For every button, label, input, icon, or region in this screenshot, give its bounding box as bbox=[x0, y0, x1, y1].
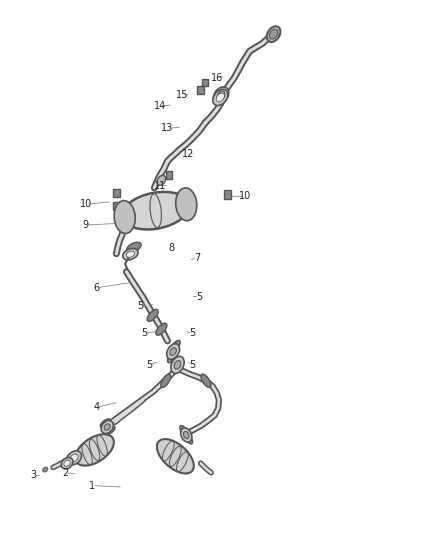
Ellipse shape bbox=[127, 242, 141, 253]
Ellipse shape bbox=[43, 467, 48, 472]
Ellipse shape bbox=[75, 434, 114, 466]
FancyBboxPatch shape bbox=[166, 171, 172, 179]
Text: 5: 5 bbox=[190, 360, 196, 370]
Ellipse shape bbox=[269, 29, 278, 39]
Ellipse shape bbox=[61, 457, 73, 469]
Ellipse shape bbox=[105, 426, 115, 435]
Ellipse shape bbox=[267, 26, 280, 42]
Ellipse shape bbox=[174, 360, 181, 369]
Ellipse shape bbox=[122, 192, 189, 230]
Ellipse shape bbox=[180, 428, 192, 442]
FancyBboxPatch shape bbox=[113, 189, 120, 197]
Text: 1: 1 bbox=[89, 481, 95, 490]
Text: 6: 6 bbox=[94, 283, 100, 293]
Ellipse shape bbox=[214, 87, 229, 104]
Ellipse shape bbox=[184, 432, 193, 444]
Text: 14: 14 bbox=[154, 101, 166, 111]
Text: 8: 8 bbox=[168, 243, 174, 253]
Text: 13: 13 bbox=[160, 123, 173, 133]
Ellipse shape bbox=[161, 374, 171, 387]
Ellipse shape bbox=[123, 248, 138, 260]
Ellipse shape bbox=[180, 425, 188, 437]
Ellipse shape bbox=[104, 424, 110, 430]
Ellipse shape bbox=[217, 91, 225, 100]
Ellipse shape bbox=[216, 93, 224, 102]
Ellipse shape bbox=[101, 421, 113, 433]
Text: 5: 5 bbox=[141, 328, 148, 338]
Text: 5: 5 bbox=[196, 292, 202, 302]
Text: 5: 5 bbox=[190, 328, 196, 338]
Text: 16: 16 bbox=[211, 73, 223, 83]
FancyBboxPatch shape bbox=[224, 190, 231, 199]
Ellipse shape bbox=[70, 454, 78, 462]
Ellipse shape bbox=[64, 460, 70, 466]
Ellipse shape bbox=[171, 356, 184, 374]
Text: 12: 12 bbox=[182, 149, 194, 159]
Ellipse shape bbox=[167, 351, 177, 363]
Ellipse shape bbox=[213, 90, 228, 106]
FancyBboxPatch shape bbox=[197, 86, 204, 94]
Text: 15: 15 bbox=[176, 90, 188, 100]
Text: 7: 7 bbox=[194, 253, 200, 263]
Text: 11: 11 bbox=[154, 181, 166, 191]
Ellipse shape bbox=[157, 175, 166, 185]
Ellipse shape bbox=[170, 341, 180, 352]
Ellipse shape bbox=[201, 374, 211, 387]
Ellipse shape bbox=[184, 431, 189, 439]
Text: 5: 5 bbox=[146, 360, 152, 370]
Text: 5: 5 bbox=[137, 301, 144, 311]
Text: 9: 9 bbox=[83, 220, 89, 230]
Ellipse shape bbox=[170, 348, 177, 356]
Text: 3: 3 bbox=[30, 471, 36, 480]
Ellipse shape bbox=[100, 419, 111, 428]
Ellipse shape bbox=[156, 323, 167, 335]
Text: 2: 2 bbox=[62, 468, 68, 478]
Ellipse shape bbox=[114, 200, 135, 233]
Text: 10: 10 bbox=[80, 199, 92, 209]
Text: 10: 10 bbox=[239, 191, 251, 201]
Ellipse shape bbox=[147, 310, 158, 321]
Ellipse shape bbox=[167, 344, 180, 359]
Ellipse shape bbox=[67, 451, 81, 465]
Ellipse shape bbox=[176, 188, 197, 221]
Text: 4: 4 bbox=[94, 402, 100, 413]
FancyBboxPatch shape bbox=[113, 203, 120, 211]
FancyBboxPatch shape bbox=[202, 79, 208, 86]
Ellipse shape bbox=[126, 251, 134, 257]
Ellipse shape bbox=[157, 439, 194, 473]
